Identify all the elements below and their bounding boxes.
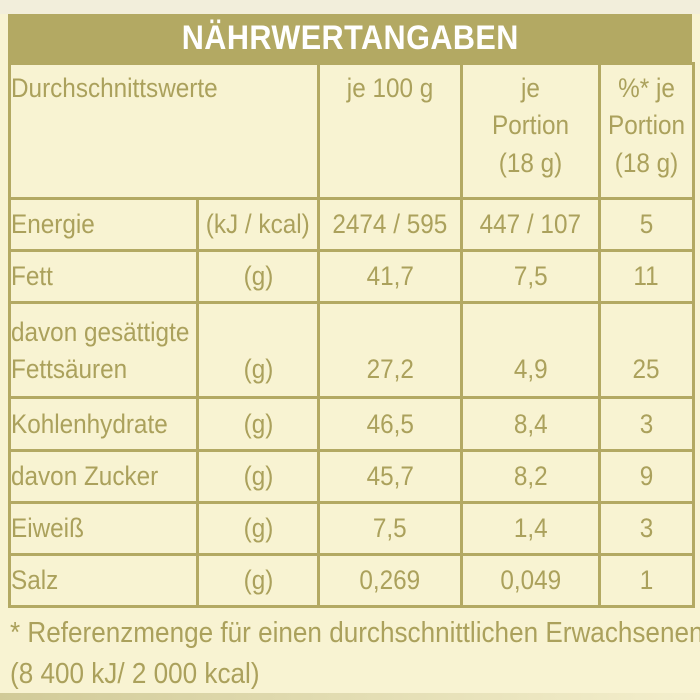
row-per-100g: 0,269: [317, 553, 463, 608]
row-percent: 9: [598, 449, 695, 504]
row-unit: (g): [196, 449, 320, 504]
nutrition-label: NÄHRWERTANGABEN Durchschnittswerte je 10…: [8, 14, 700, 695]
reference-footnote: * Referenzmenge für einen durchschnittli…: [10, 613, 700, 695]
row-per-100g: 27,2: [317, 301, 463, 399]
row-name: Kohlenhydrate: [8, 396, 199, 452]
table-row-gesaettigte-fettsaeuren: davon gesättigte Fettsäuren (g) 27,2 4,9…: [8, 301, 695, 399]
row-name: Eiweiß: [8, 501, 199, 556]
top-margin-strip: [0, 0, 700, 14]
row-per-100g: 7,5: [317, 501, 463, 556]
col-header-percent-portion: %* je Portion (18 g): [598, 62, 695, 200]
row-percent: 3: [598, 501, 695, 556]
row-name: Energie: [8, 197, 199, 252]
table-row-kohlenhydrate: Kohlenhydrate (g) 46,5 8,4 3: [8, 396, 695, 452]
row-percent: 1: [598, 553, 695, 608]
row-per-portion: 4,9: [460, 301, 601, 399]
table-row-eiweiss: Eiweiß (g) 7,5 1,4 3: [8, 501, 695, 556]
row-per-portion: 447 / 107: [460, 197, 601, 252]
row-unit: (g): [196, 501, 320, 556]
footnote-line-2: (8 400 kJ/ 2 000 kcal): [10, 658, 260, 691]
row-percent: 5: [598, 197, 695, 252]
row-name: Salz: [8, 553, 199, 608]
table-header-row: Durchschnittswerte je 100 g je Portion (…: [8, 62, 695, 200]
label-title: NÄHRWERTANGABEN: [181, 18, 519, 57]
col-header-per-portion: je Portion (18 g): [460, 62, 601, 200]
row-per-portion: 8,2: [460, 449, 601, 504]
row-per-100g: 41,7: [317, 249, 463, 304]
col-header-averages: Durchschnittswerte: [8, 62, 320, 200]
row-unit: (g): [196, 301, 320, 399]
title-band: NÄHRWERTANGABEN: [8, 14, 692, 62]
row-name: davon gesättigte Fettsäuren: [8, 301, 199, 399]
footnote-line-1: * Referenzmenge für einen durchschnittli…: [10, 617, 700, 649]
table-row-salz: Salz (g) 0,269 0,049 1: [8, 553, 695, 608]
row-percent: 11: [598, 249, 695, 304]
row-percent: 3: [598, 396, 695, 452]
table-row-fett: Fett (g) 41,7 7,5 11: [8, 249, 695, 304]
nutrition-table: Durchschnittswerte je 100 g je Portion (…: [8, 62, 695, 608]
bottom-edge-shadow: [0, 693, 700, 700]
row-name: davon Zucker: [8, 449, 199, 504]
row-name: Fett: [8, 249, 199, 304]
row-unit: (kJ / kcal): [196, 197, 320, 252]
table-row-energie: Energie (kJ / kcal) 2474 / 595 447 / 107…: [8, 197, 695, 252]
row-per-portion: 1,4: [460, 501, 601, 556]
row-percent: 25: [598, 301, 695, 399]
table-row-zucker: davon Zucker (g) 45,7 8,2 9: [8, 449, 695, 504]
row-per-100g: 46,5: [317, 396, 463, 452]
row-per-portion: 0,049: [460, 553, 601, 608]
row-unit: (g): [196, 553, 320, 608]
col-header-per-100g: je 100 g: [317, 62, 463, 200]
row-per-100g: 45,7: [317, 449, 463, 504]
row-per-portion: 7,5: [460, 249, 601, 304]
row-per-100g: 2474 / 595: [317, 197, 463, 252]
row-per-portion: 8,4: [460, 396, 601, 452]
row-unit: (g): [196, 396, 320, 452]
row-unit: (g): [196, 249, 320, 304]
